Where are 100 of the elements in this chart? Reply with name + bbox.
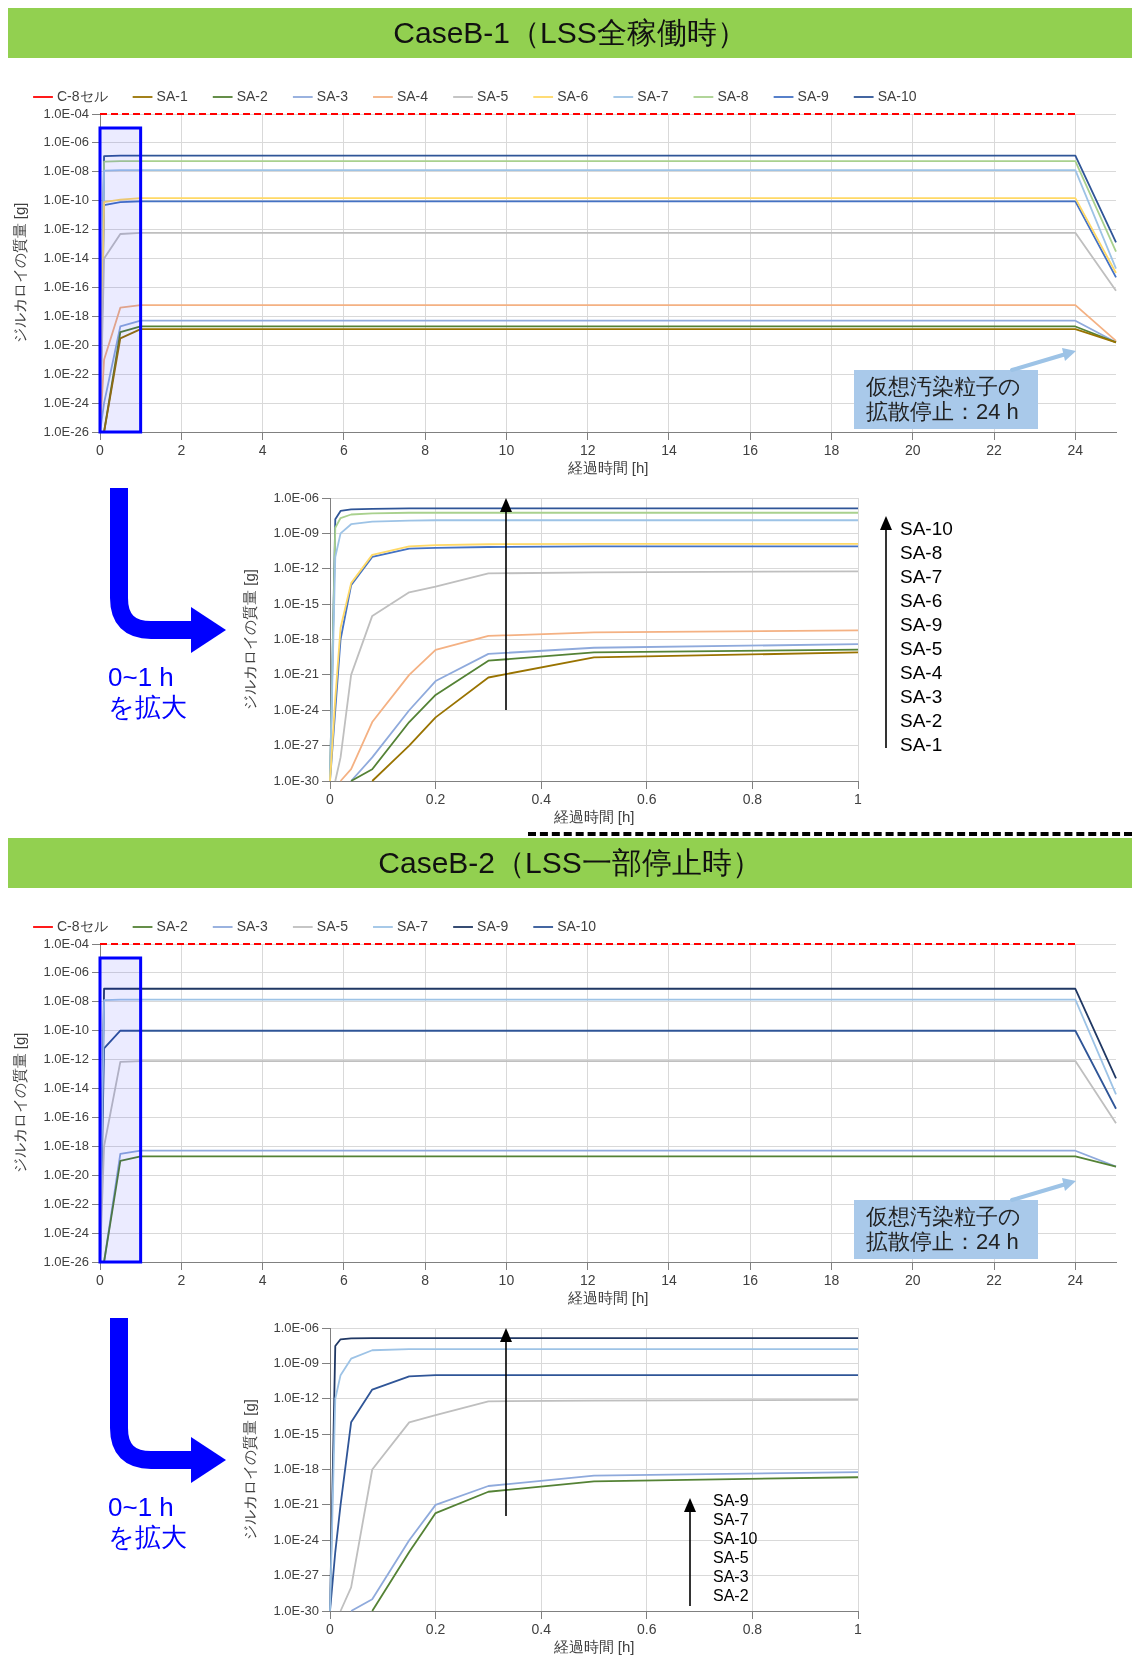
annotation: SA-10 [713, 1530, 759, 1549]
text: SA-7 [900, 566, 944, 588]
legend-label: SA-3 [316, 87, 349, 104]
text: SA-3 [900, 686, 944, 708]
y-tick-label: 1.0E-15 [273, 1425, 319, 1441]
y-tick-label: 1.0E-27 [273, 1567, 319, 1583]
y-tick-label: 1.0E-06 [273, 1319, 319, 1335]
x-tick-label: 20 [905, 442, 921, 459]
y-tick-label: 1.0E-18 [273, 631, 319, 647]
y-tick-label: 1.0E-06 [273, 489, 319, 505]
y-tick-label: 1.0E-16 [43, 279, 89, 295]
y-tick-label: 1.0E-24 [273, 701, 319, 717]
legend-label: SA-7 [637, 87, 669, 104]
annotation: SA-3 [713, 1568, 750, 1587]
x-tick-label: 2 [177, 442, 186, 459]
x-tick-label: 20 [905, 1272, 921, 1289]
annotation: SA-9 [713, 1492, 750, 1511]
y-tick-label: 1.0E-08 [43, 993, 89, 1009]
y-axis-title: ジルカロイの質量 [g] [11, 1032, 29, 1174]
x-tick-label: 0.2 [425, 1621, 446, 1638]
legend-label: SA-3 [236, 917, 269, 934]
y-tick-label: 1.0E-12 [273, 1390, 319, 1406]
y-tick-label: 1.0E-22 [43, 365, 89, 381]
annotation: SA-2 [713, 1587, 750, 1606]
x-tick-label: 6 [339, 1272, 348, 1289]
text: SA-2 [900, 710, 944, 732]
annotation: 仮想汚染粒子の拡散停止：24 h [854, 370, 1038, 429]
y-axis-title: ジルカロイの質量 [g] [11, 202, 29, 344]
x-tick-label: 0 [326, 1621, 335, 1638]
x-tick-label: 14 [661, 1272, 677, 1289]
x-tick-label: 18 [823, 442, 840, 459]
chart-title: CaseB-1（LSS全稼働時） [8, 8, 1132, 58]
text: 0~1 hを拡大 [108, 662, 188, 723]
x-tick-label: 0 [326, 791, 335, 808]
x-tick-label: 1 [854, 1621, 863, 1638]
x-tick-label: 6 [339, 442, 348, 459]
legend-label: SA-2 [236, 87, 269, 104]
y-tick-label: 1.0E-09 [273, 524, 319, 540]
text: SA-8 [900, 542, 944, 564]
x-tick-label: 24 [1067, 1272, 1084, 1289]
y-tick-label: 1.0E-26 [43, 1253, 89, 1269]
x-tick-label: 0.6 [637, 791, 657, 808]
y-tick-label: 1.0E-24 [43, 394, 89, 410]
legend-label: C-8セル [57, 87, 108, 104]
y-tick-label: 1.0E-27 [273, 737, 319, 753]
x-tick-label: 12 [579, 442, 596, 459]
x-tick-label: 2 [177, 1272, 186, 1289]
y-tick-label: 1.0E-14 [43, 1080, 89, 1096]
legend-label: SA-9 [477, 917, 509, 934]
x-tick-label: 10 [498, 442, 515, 459]
y-tick-label: 1.0E-09 [273, 1354, 319, 1370]
x-tick-label: 16 [742, 442, 759, 459]
x-tick-label: 0.4 [531, 791, 552, 808]
y-axis-title: ジルカロイの質量 [g] [241, 569, 259, 710]
y-tick-label: 1.0E-10 [43, 1022, 89, 1038]
y-tick-label: 1.0E-18 [273, 1461, 319, 1477]
legend-label: SA-6 [557, 87, 589, 104]
y-tick-label: 1.0E-06 [43, 134, 89, 150]
x-tick-label: 8 [421, 1272, 430, 1289]
y-tick-label: 1.0E-06 [43, 964, 89, 980]
x-tick-label: 1 [854, 791, 863, 808]
y-tick-label: 1.0E-15 [273, 595, 319, 611]
y-tick-label: 1.0E-04 [43, 935, 89, 951]
chart-title: CaseB-2（LSS一部停止時） [8, 838, 1132, 888]
legend-label: SA-10 [877, 87, 917, 104]
legend-label: SA-4 [396, 87, 429, 104]
y-tick-label: 1.0E-24 [273, 1531, 319, 1547]
x-tick-label: 0.2 [425, 791, 446, 808]
text: SA-4 [900, 662, 944, 684]
y-tick-label: 1.0E-12 [43, 1051, 89, 1067]
annotation: SA-5 [713, 1549, 750, 1568]
text: SA-6 [900, 590, 944, 612]
x-axis-title: 経過時間 [h] [552, 1638, 635, 1656]
y-tick-label: 1.0E-10 [43, 192, 89, 208]
x-tick-label: 12 [579, 1272, 596, 1289]
x-tick-label: 4 [258, 442, 267, 459]
legend-label: SA-8 [717, 87, 749, 104]
x-tick-label: 18 [823, 1272, 840, 1289]
y-tick-label: 1.0E-14 [43, 250, 89, 266]
x-tick-label: 22 [986, 442, 1003, 459]
x-axis-title: 経過時間 [h] [566, 459, 649, 477]
y-tick-label: 1.0E-26 [43, 423, 89, 439]
x-tick-label: 14 [661, 442, 677, 459]
text: SA-1 [900, 734, 944, 756]
legend-label: SA-1 [156, 87, 188, 104]
x-tick-label: 24 [1067, 442, 1084, 459]
legend-label: SA-5 [316, 917, 349, 934]
text: SA-9 [900, 614, 944, 636]
annotation: 仮想汚染粒子の拡散停止：24 h [854, 1200, 1038, 1259]
y-tick-label: 1.0E-18 [43, 1137, 89, 1153]
legend-label: SA-9 [797, 87, 829, 104]
y-tick-label: 1.0E-12 [273, 560, 319, 576]
legend-label: SA-5 [477, 87, 509, 104]
y-tick-label: 1.0E-20 [43, 1166, 89, 1182]
x-tick-label: 0.8 [742, 1621, 763, 1638]
x-tick-label: 10 [498, 1272, 515, 1289]
x-tick-label: 0.8 [742, 791, 763, 808]
x-tick-label: 0 [96, 1272, 105, 1289]
y-tick-label: 1.0E-30 [273, 1602, 319, 1618]
y-tick-label: 1.0E-22 [43, 1195, 89, 1211]
